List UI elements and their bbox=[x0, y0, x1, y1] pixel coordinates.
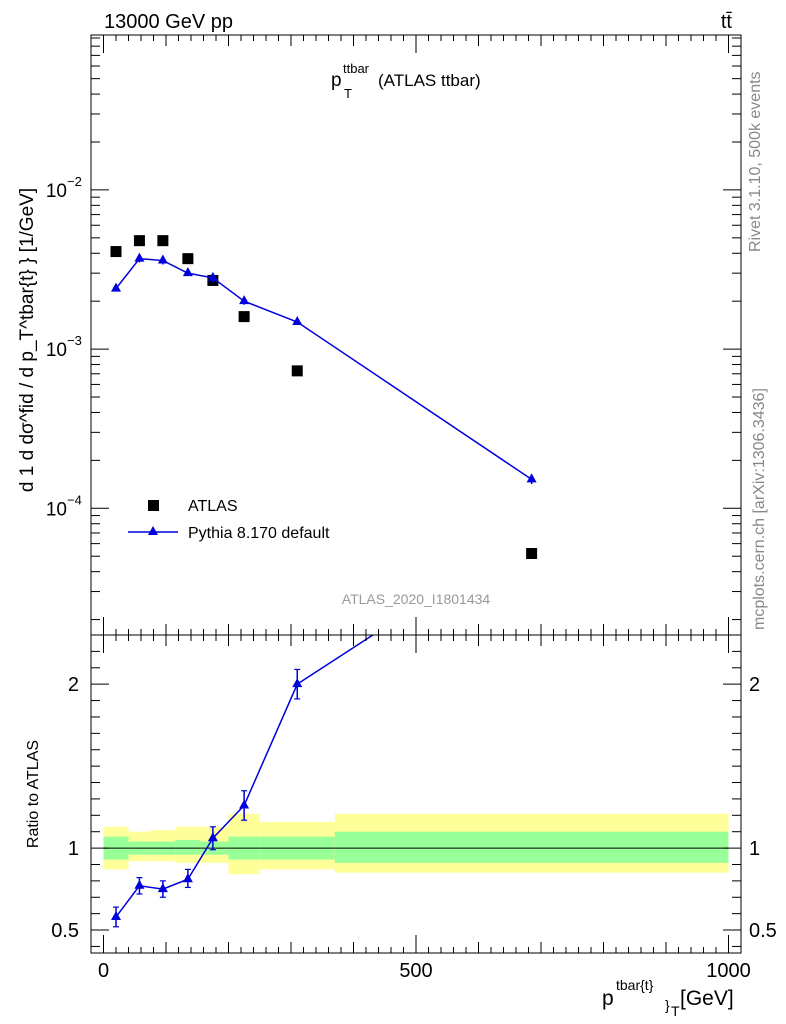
main-panel-frame bbox=[90, 34, 742, 636]
ratio-pythia-point bbox=[292, 678, 303, 688]
atlas-point bbox=[238, 311, 250, 323]
main-y-tick-exponent: −2 bbox=[67, 174, 82, 189]
x-axis-label-main: p bbox=[602, 987, 614, 1010]
main-y-axis-label: d 1 d dσ^fid / d p_T^tbar{t} } [1/GeV] bbox=[17, 188, 38, 492]
main-panel: 10−210−310−4 p ttbar T (ATLAS ttbar) ATL… bbox=[46, 34, 742, 636]
ratio-pythia-point bbox=[207, 832, 218, 842]
atlas-point bbox=[110, 246, 122, 258]
ratio-band-inner bbox=[334, 831, 729, 863]
x-axis-label: p tbar{t} } T [GeV] bbox=[602, 977, 734, 1019]
main-y-tick-exponent: −4 bbox=[67, 492, 82, 507]
pythia-point bbox=[239, 295, 250, 305]
ratio-y-tick-label: 0.5 bbox=[51, 920, 79, 942]
main-y-axis-label-text: d 1 d dσ^fid / d p_T^tbar{t} } [1/GeV] bbox=[17, 188, 38, 492]
ratio-y-tick-label-right: 1 bbox=[749, 838, 760, 860]
pythia-point bbox=[134, 252, 145, 262]
ratio-band-inner bbox=[175, 839, 201, 855]
pythia-point bbox=[111, 282, 121, 292]
pythia-point bbox=[292, 316, 303, 326]
ratio-y-tick-label-right: 0.5 bbox=[749, 920, 777, 942]
plot-title-tail: (ATLAS ttbar) bbox=[378, 71, 481, 90]
atlas-point bbox=[291, 365, 303, 377]
plot-title-sub: T bbox=[344, 86, 352, 101]
x-axis-label-sub: } bbox=[665, 997, 670, 1013]
ratio-pythia-line bbox=[115, 635, 375, 918]
ratio-panel-frame bbox=[90, 634, 742, 954]
header-left: 13000 GeV pp bbox=[104, 11, 233, 33]
x-tick-label: 1000 bbox=[706, 960, 751, 982]
legend: ATLAS Pythia 8.170 default bbox=[128, 498, 330, 542]
main-y-tick-label: 10 bbox=[46, 499, 67, 520]
main-data-marks bbox=[110, 235, 538, 560]
ratio-axis-ticks: 0 500 1000 0.5 0.5 1 1 2 2 bbox=[51, 634, 777, 982]
x-axis-label-subT: T bbox=[671, 1003, 680, 1019]
atlas-point bbox=[526, 548, 538, 560]
x-tick-label: 0 bbox=[98, 960, 109, 982]
pythia-point bbox=[182, 267, 193, 277]
ratio-y-axis-label: Ratio to ATLAS bbox=[25, 740, 42, 848]
atlas-point bbox=[182, 253, 194, 265]
ratio-pythia-point bbox=[157, 883, 168, 893]
legend-atlas-marker bbox=[148, 500, 159, 511]
pythia-point bbox=[207, 271, 218, 281]
atlas-point bbox=[133, 235, 145, 247]
x-axis-label-sup: tbar{t} bbox=[616, 977, 654, 993]
ratio-data-marks bbox=[111, 635, 375, 928]
x-tick-label: 500 bbox=[399, 960, 432, 982]
plot-title-main: p bbox=[331, 70, 342, 91]
main-axis-ticks: 10−210−310−4 bbox=[46, 35, 741, 635]
main-y-tick-label: 10 bbox=[46, 340, 67, 361]
pythia-line bbox=[115, 257, 533, 480]
x-axis-label-unit: [GeV] bbox=[680, 987, 734, 1010]
ratio-y-tick-label-right: 2 bbox=[749, 674, 760, 696]
ratio-pythia-point bbox=[111, 910, 121, 920]
rivet-label: Rivet 3.1.10, 500k events bbox=[747, 71, 764, 252]
ratio-y-tick-label: 2 bbox=[68, 674, 79, 696]
plot-title: p ttbar T (ATLAS ttbar) bbox=[331, 61, 481, 101]
analysis-id: ATLAS_2020_I1801434 bbox=[342, 591, 491, 607]
mcplots-label: mcplots.cern.ch [arXiv:1306.3436] bbox=[751, 388, 768, 630]
main-y-tick-label: 10 bbox=[46, 181, 67, 202]
pythia-point bbox=[526, 473, 537, 483]
plot-title-sup: ttbar bbox=[343, 61, 370, 76]
main-y-tick-exponent: −3 bbox=[67, 333, 82, 348]
legend-pythia-marker bbox=[148, 526, 158, 535]
ratio-pythia-point bbox=[239, 799, 250, 809]
atlas-point bbox=[157, 235, 169, 247]
ratio-panel: 0 500 1000 0.5 0.5 1 1 2 2 bbox=[51, 634, 777, 982]
pythia-point bbox=[157, 254, 168, 264]
ratio-pythia-point bbox=[134, 879, 145, 889]
legend-pythia-label: Pythia 8.170 default bbox=[188, 525, 330, 542]
ratio-y-tick-label: 1 bbox=[68, 838, 79, 860]
legend-atlas-label: ATLAS bbox=[188, 498, 238, 515]
ratio-pythia-point bbox=[182, 873, 193, 883]
header-right: tt̄ bbox=[721, 11, 733, 33]
